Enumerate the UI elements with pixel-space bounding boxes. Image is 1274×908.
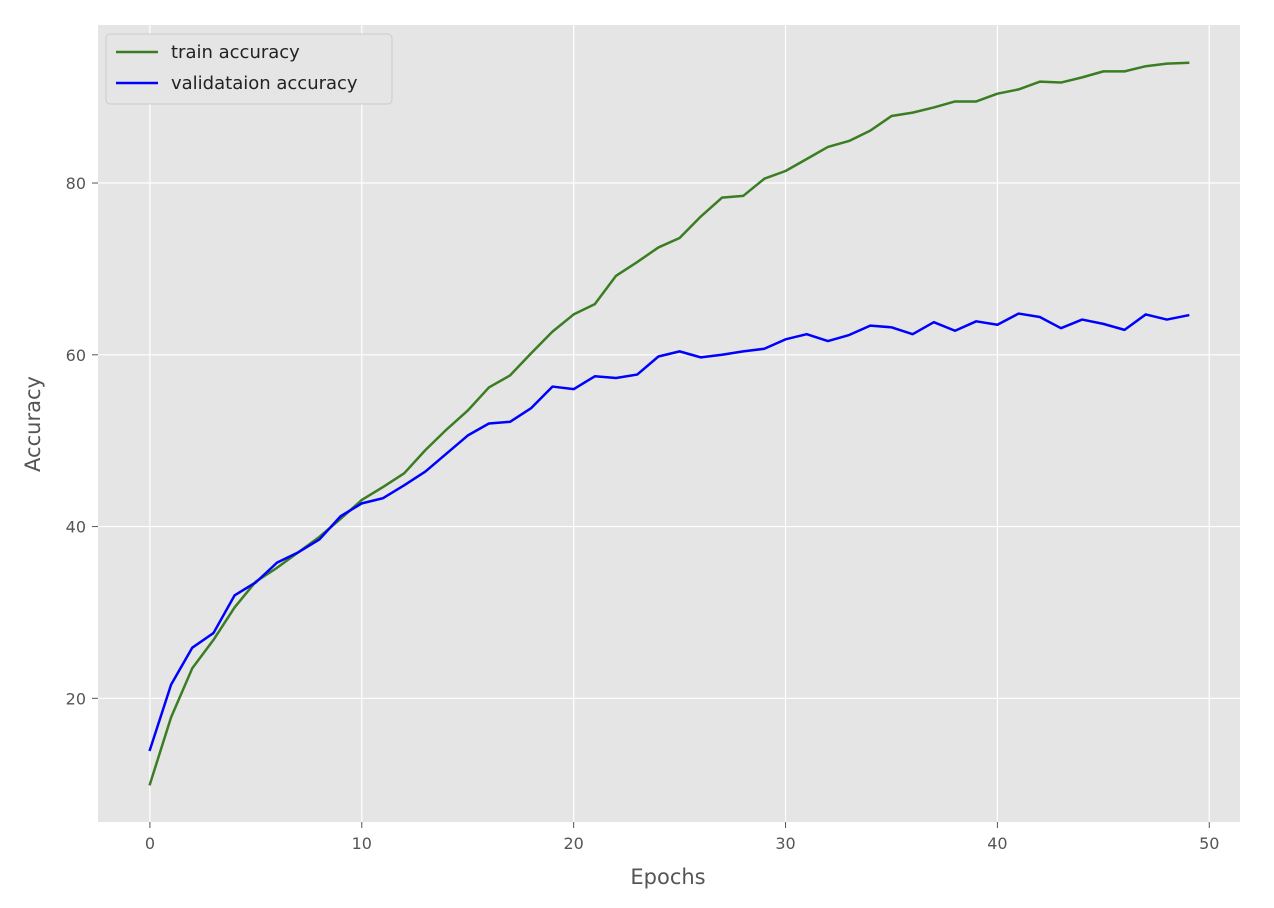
x-tick-label: 30: [775, 834, 795, 853]
series-line-validataion-accuracy: [148, 312, 1190, 752]
legend-box: [105, 33, 393, 105]
legend-label-train-accuracy: train accuracy: [171, 42, 300, 63]
legend: train accuracy validataion accuracy: [105, 33, 393, 105]
y-tick-label: 60: [66, 346, 86, 365]
x-axis-label: Epochs: [630, 865, 705, 889]
x-tick-label: 50: [1199, 834, 1219, 853]
legend-label-validation-accuracy: validataion accuracy: [171, 73, 358, 94]
series-lines: [148, 61, 1190, 786]
x-tick-label: 10: [352, 834, 372, 853]
y-tick-label: 80: [66, 174, 86, 193]
y-tick-label: 20: [66, 689, 86, 708]
plot-area: [98, 25, 1240, 822]
x-axis-ticks: 0 10 20 30 40 50: [145, 822, 1219, 853]
x-tick-label: 40: [987, 834, 1007, 853]
x-tick-label: 20: [563, 834, 583, 853]
x-tick-label: 0: [145, 834, 155, 853]
y-axis-ticks: 20 40 60 80: [66, 174, 98, 708]
y-axis-label: Accuracy: [21, 376, 45, 472]
y-tick-label: 40: [66, 518, 86, 537]
